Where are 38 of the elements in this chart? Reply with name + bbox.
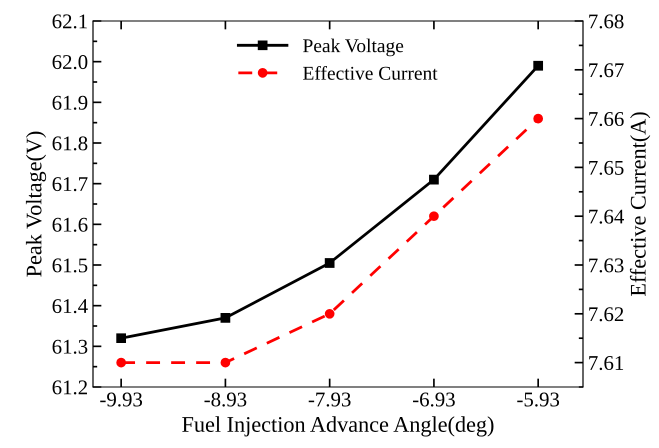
y2-tick-label: 7.62 xyxy=(589,307,624,322)
point xyxy=(533,114,544,124)
y2-tick-label: 7.61 xyxy=(589,356,624,370)
x-axis-title: Fuel Injection Advance Angle(deg) xyxy=(182,416,494,437)
y-tick-label: 62.0 xyxy=(52,55,88,70)
point xyxy=(429,211,439,222)
legend-label: Effective Current xyxy=(303,66,438,80)
point xyxy=(220,358,230,368)
x-tick-label: -7.93 xyxy=(308,392,351,407)
y2-tick-label: 7.67 xyxy=(589,63,624,78)
point xyxy=(429,174,439,184)
y-tick-label: 61.4 xyxy=(52,299,88,314)
y-tick-label: 62.1 xyxy=(52,14,87,29)
y2-tick-label: 7.66 xyxy=(589,112,624,126)
x-tick-label: -8.93 xyxy=(204,392,246,407)
y2-tick-label: 7.63 xyxy=(589,258,624,273)
y-axis-title: Peak Voltage(V) xyxy=(26,132,46,277)
y2-axis-title: Effective Current(A) xyxy=(630,112,650,296)
y2-tick-label: 7.68 xyxy=(589,14,624,29)
x-tick-label: -9.93 xyxy=(100,392,142,407)
point xyxy=(533,60,544,71)
y-tick-label: 61.7 xyxy=(52,177,88,192)
point xyxy=(324,308,335,319)
y-tick-label: 61.5 xyxy=(52,258,88,273)
y2-tick-label: 7.65 xyxy=(589,160,624,175)
y-tick-label: 61.3 xyxy=(52,340,88,354)
point xyxy=(220,313,230,323)
y-tick-label: 61.2 xyxy=(52,380,87,395)
point xyxy=(116,333,126,344)
y-tick-label: 61.8 xyxy=(52,136,88,151)
point xyxy=(324,258,335,268)
x-tick-label: -6.93 xyxy=(412,392,455,407)
y-tick-label: 61.6 xyxy=(52,218,88,232)
legend-label: Peak Voltage xyxy=(303,38,404,56)
point xyxy=(116,358,126,368)
x-tick-label: -5.93 xyxy=(517,392,560,407)
y-tick-label: 61.9 xyxy=(52,96,88,110)
y2-tick-label: 7.64 xyxy=(589,210,624,224)
